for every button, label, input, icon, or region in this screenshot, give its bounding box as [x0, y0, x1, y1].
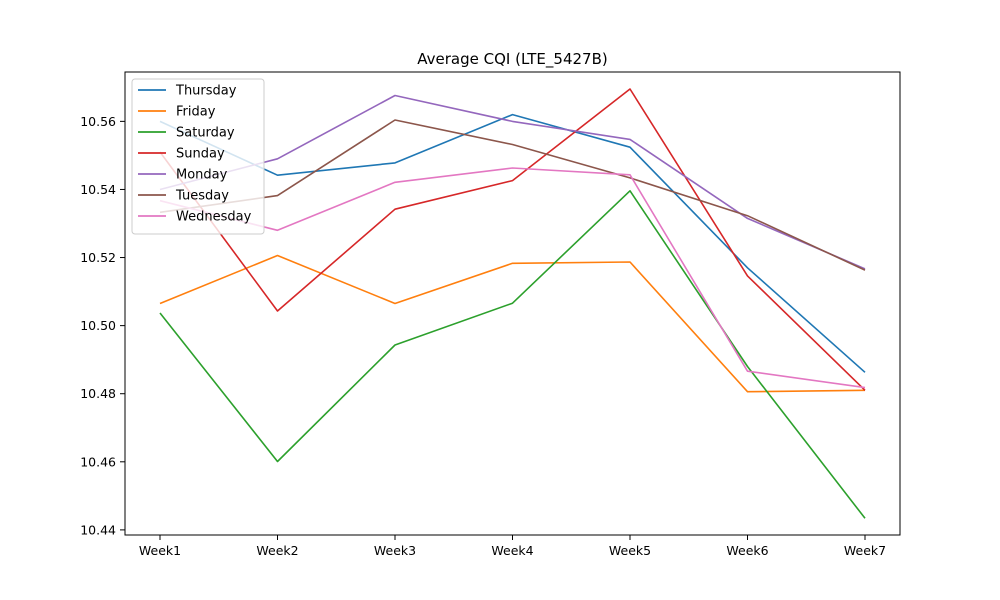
series-line-saturday: [159, 190, 866, 519]
x-tick-label: Week5: [609, 543, 651, 558]
y-tick-label: 10.48: [80, 386, 116, 401]
chart-title: Average CQI (LTE_5427B): [417, 50, 607, 69]
legend-label-thursday: Thursday: [175, 84, 237, 99]
legend-label-saturday: Saturday: [176, 126, 235, 141]
legend-label-sunday: Sunday: [176, 147, 225, 162]
series-line-monday: [159, 94, 866, 270]
legend-label-tuesday: Tuesday: [175, 189, 229, 204]
x-tick-label: Week6: [726, 543, 768, 558]
plot-area: [159, 88, 866, 519]
legend: Thursday Friday Saturday Sunday Monday Tuesda…: [131, 78, 265, 235]
y-tick-label: 10.52: [80, 250, 116, 265]
y-tick-label: 10.54: [80, 182, 116, 197]
y-tick-label: 10.44: [80, 522, 116, 537]
x-tick-label: Week7: [844, 543, 886, 558]
x-tick-label: Week1: [139, 543, 181, 558]
axes: Week1 Week2 Week3 Week4 Week5 Week6 Week7 10.44…: [80, 71, 901, 558]
legend-label-friday: Friday: [176, 105, 216, 120]
legend-label-monday: Monday: [176, 168, 228, 183]
series-line-sunday: [159, 88, 866, 391]
x-tick-label: Week3: [374, 543, 416, 558]
y-tick-label: 10.56: [80, 114, 116, 129]
series-line-thursday: [159, 113, 866, 373]
y-tick-label: 10.50: [80, 318, 116, 333]
x-tick-label: Week4: [491, 543, 533, 558]
x-tick-label: Week2: [256, 543, 298, 558]
legend-label-wednesday: Wednesday: [176, 210, 252, 225]
series-line-tuesday: [159, 119, 866, 271]
y-tick-label: 10.46: [80, 454, 116, 469]
series-line-wednesday: [159, 167, 866, 389]
series-line-friday: [159, 254, 866, 393]
